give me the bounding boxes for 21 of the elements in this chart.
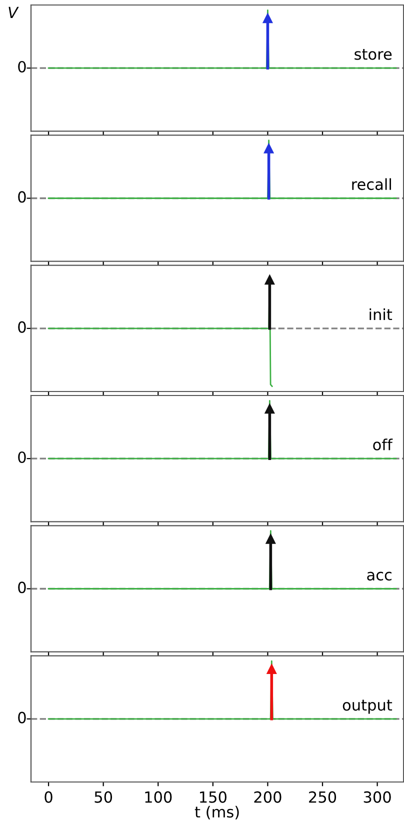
ref-line-label: 0 bbox=[18, 60, 26, 73]
annotation: off bbox=[373, 438, 393, 450]
annotation: recall bbox=[352, 178, 391, 190]
annotation: acc bbox=[367, 572, 392, 581]
x-tick-label: 50 bbox=[94, 791, 112, 803]
y-axis-title: V bbox=[8, 6, 19, 18]
annotation: output bbox=[342, 700, 392, 714]
x-tick-label: 250 bbox=[309, 791, 336, 803]
ref-line-label: 0 bbox=[18, 582, 26, 594]
x-tick-label: 100 bbox=[145, 791, 172, 803]
ref-line-label: 0 bbox=[18, 191, 26, 203]
x-axis-title: t (ms) bbox=[194, 806, 239, 820]
x-tick-label: 150 bbox=[200, 791, 226, 803]
x-tick-label: 200 bbox=[254, 791, 282, 803]
ref-line-label: 0 bbox=[18, 321, 26, 333]
annotation: init bbox=[370, 308, 392, 320]
annotation: store bbox=[354, 48, 392, 60]
ref-line-label: 0 bbox=[18, 451, 26, 464]
x-tick-label: 0 bbox=[44, 791, 52, 803]
x-tick-label: 300 bbox=[364, 791, 391, 803]
ref-line-label: 0 bbox=[18, 712, 26, 724]
